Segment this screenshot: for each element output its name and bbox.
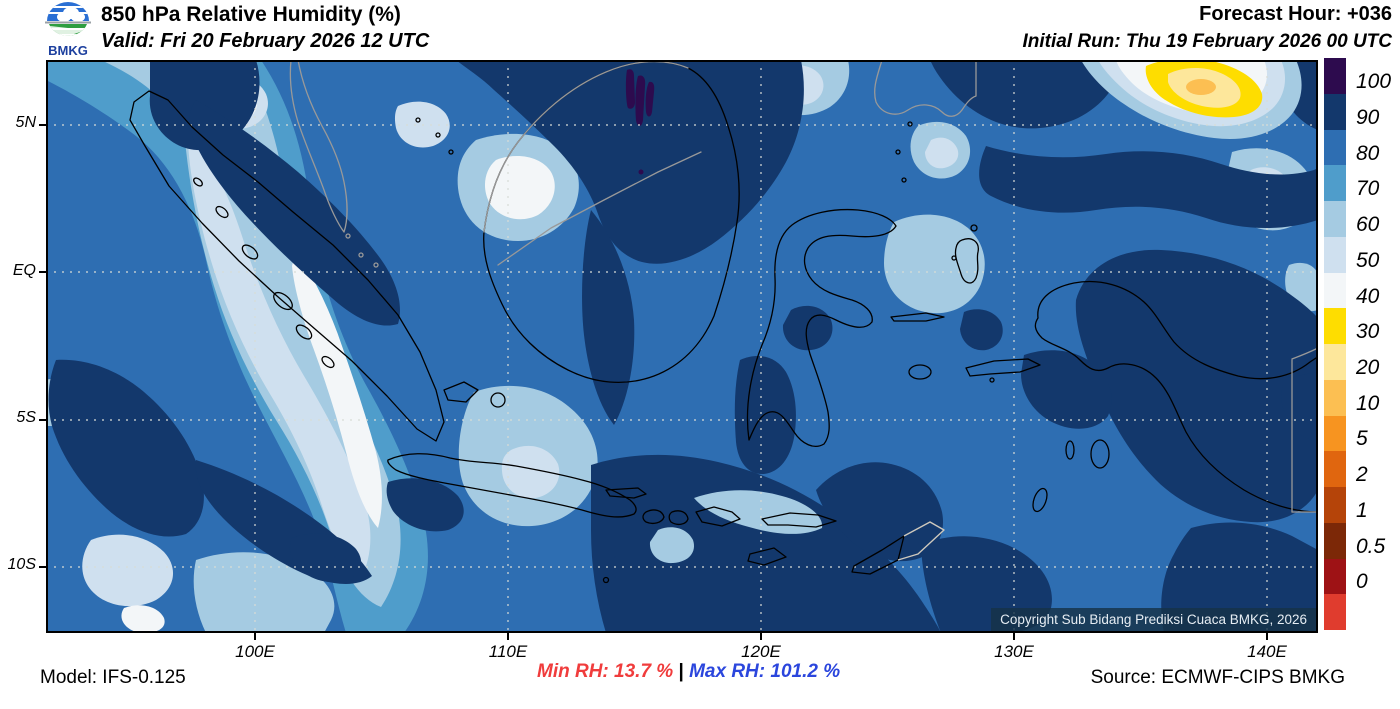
lat-label-eq: EQ (12, 262, 36, 279)
colorbar-band (1324, 93, 1346, 130)
humidity-map: Copyright Sub Bidang Prediksi Cuaca BMKG… (46, 58, 1320, 633)
colorbar (1324, 58, 1346, 630)
lon-tick-100e (254, 633, 256, 640)
lat-label-5n: 5N (15, 114, 36, 131)
min-max-rh: Min RH: 13.7 % | Max RH: 101.2 % (537, 661, 840, 683)
map-frame (46, 60, 1318, 633)
colorbar-band (1324, 594, 1346, 630)
valid-time-label: Valid: Fri 20 February 2026 12 UTC (101, 30, 430, 52)
min-max-separator: | (678, 661, 684, 682)
colorbar-tick: 50 (1356, 249, 1380, 272)
colorbar-band (1324, 201, 1346, 237)
colorbar-tick: 30 (1356, 320, 1380, 343)
lon-tick-110e (507, 633, 509, 640)
colorbar-tick: 60 (1356, 213, 1380, 236)
colorbar-band (1324, 379, 1346, 416)
min-rh-value: Min RH: 13.7 % (537, 661, 674, 682)
colorbar-band (1324, 129, 1346, 166)
colorbar-band (1324, 236, 1346, 273)
lon-label-110e: 110E (488, 642, 528, 661)
oversaturated-purple-streaks (625, 69, 655, 175)
colorbar-band (1324, 165, 1346, 201)
page-title: 850 hPa Relative Humidity (%) (101, 3, 401, 26)
coastlines-indonesia (129, 60, 1320, 584)
bmkg-logo-text: BMKG (48, 43, 88, 58)
lon-tick-130e (1013, 633, 1015, 640)
lat-tick-5s (39, 419, 46, 421)
bmkg-logo-icon: BMKG (45, 2, 91, 58)
dry-spot-feature (1081, 58, 1302, 139)
copyright-badge: Copyright Sub Bidang Prediksi Cuaca BMKG… (991, 608, 1316, 631)
colorbar-band (1324, 308, 1346, 344)
humidity-map-canvas (46, 58, 1320, 633)
lon-label-100e: 100E (235, 642, 275, 661)
lat-label-5s: 5S (16, 409, 36, 426)
lon-label-140e: 140E (1247, 642, 1287, 661)
colorbar-tick: 1 (1356, 499, 1368, 522)
lat-tick-10s (39, 566, 46, 568)
colorbar-band (1324, 522, 1346, 559)
lon-tick-140e (1266, 633, 1268, 640)
lon-tick-120e (760, 633, 762, 640)
colorbar-tick: 10 (1356, 392, 1380, 415)
colorbar-band (1324, 451, 1346, 487)
forecast-hour-label: Forecast Hour: +036 (1199, 3, 1392, 25)
lon-label-120e: 120E (741, 642, 781, 661)
colorbar-tick: 40 (1356, 285, 1380, 308)
colorbar-band (1324, 415, 1346, 452)
colorbar-band (1324, 558, 1346, 595)
colorbar-band (1324, 487, 1346, 523)
lat-label-10s: 10S (7, 556, 36, 573)
colorbar-tick: 80 (1356, 142, 1380, 165)
model-label: Model: IFS-0.125 (40, 667, 186, 688)
colorbar-band (1324, 272, 1346, 309)
initial-run-label: Initial Run: Thu 19 February 2026 00 UTC (1022, 31, 1392, 52)
colorbar-band (1324, 344, 1346, 380)
colorbar-tick: 0 (1356, 570, 1368, 593)
lat-tick-eq (39, 271, 46, 273)
colorbar-labels: 100 90 80 70 60 50 40 30 20 10 5 2 1 0.5… (1356, 58, 1400, 630)
lat-tick-5n (39, 124, 46, 126)
colorbar-tick: 5 (1356, 427, 1368, 450)
rh-light-spots (649, 490, 823, 564)
colorbar-tick: 100 (1356, 70, 1392, 93)
colorbar-tick: 90 (1356, 106, 1380, 129)
colorbar-tick: 70 (1356, 177, 1380, 200)
coastline-east-timor (897, 521, 945, 561)
colorbar-tick: 0.5 (1356, 535, 1386, 558)
max-rh-value: Max RH: 101.2 % (689, 661, 841, 682)
colorbar-tick: 2 (1356, 463, 1368, 486)
lon-label-130e: 130E (994, 642, 1034, 661)
colorbar-tick: 20 (1356, 356, 1380, 379)
colorbar-band (1324, 58, 1346, 94)
rh-navy-regions (48, 60, 1318, 633)
source-label: Source: ECMWF-CIPS BMKG (1090, 667, 1345, 688)
